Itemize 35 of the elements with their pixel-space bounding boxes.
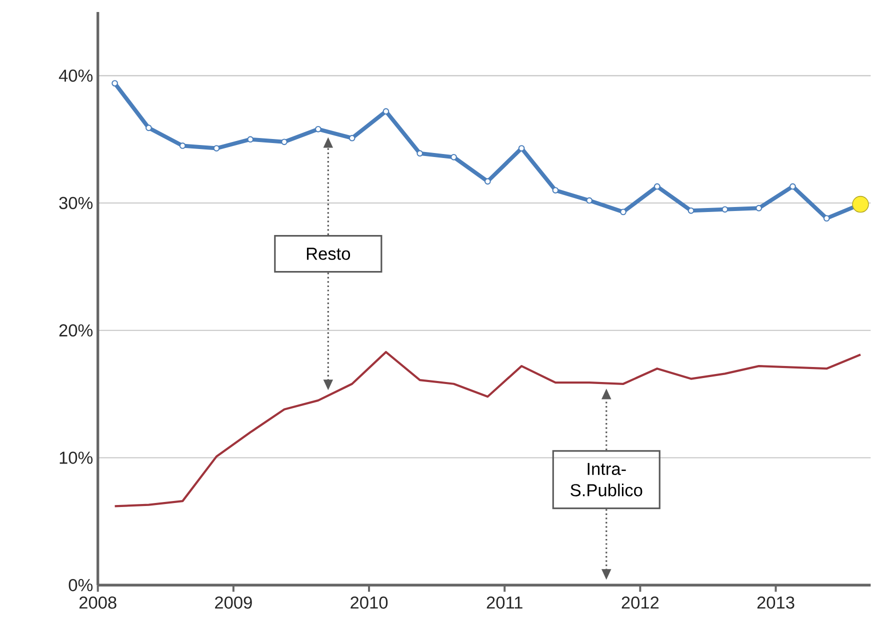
point bbox=[484, 178, 491, 185]
point bbox=[382, 108, 390, 115]
point bbox=[823, 215, 830, 222]
point bbox=[654, 183, 660, 190]
point bbox=[518, 145, 525, 152]
x-tick-label: 2012 bbox=[622, 596, 659, 609]
point bbox=[756, 204, 762, 212]
point bbox=[552, 187, 559, 194]
point bbox=[146, 124, 152, 132]
point bbox=[348, 134, 356, 142]
point bbox=[450, 154, 457, 160]
point bbox=[620, 208, 626, 216]
point bbox=[247, 136, 254, 143]
point bbox=[112, 80, 118, 86]
x-tick-label: 2009 bbox=[215, 596, 252, 609]
annotation: Resto bbox=[306, 248, 350, 260]
point bbox=[586, 197, 593, 204]
x-tick-label: 2010 bbox=[350, 596, 388, 609]
point bbox=[281, 138, 288, 146]
point bbox=[722, 206, 728, 213]
point bbox=[314, 126, 322, 132]
point bbox=[213, 145, 220, 152]
annotation: Intra-S.Publico bbox=[570, 462, 642, 496]
y-tick-label: 10% bbox=[60, 452, 93, 464]
point bbox=[179, 142, 186, 149]
x-tick-label: 2008 bbox=[79, 596, 116, 609]
y-tick-label: 30% bbox=[59, 196, 93, 210]
point bbox=[688, 207, 694, 214]
y-tick-label: 0% bbox=[68, 578, 93, 592]
point bbox=[790, 183, 796, 190]
y-tick-label: 40% bbox=[58, 70, 93, 82]
x-tick-label: 2011 bbox=[486, 596, 522, 609]
point bbox=[416, 150, 424, 157]
y-tick-label: 20% bbox=[59, 324, 93, 336]
x-tick-label: 2013 bbox=[757, 596, 794, 609]
